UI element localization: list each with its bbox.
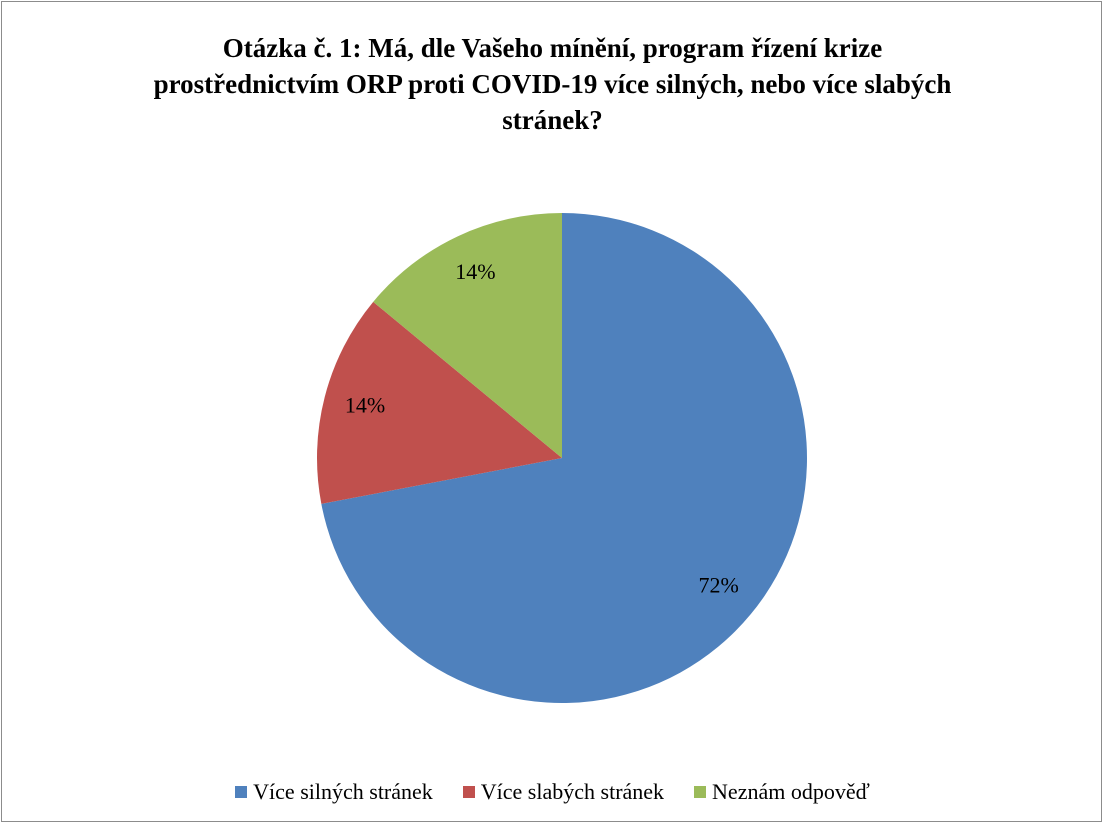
legend-item: Více silných stránek <box>235 779 433 805</box>
data-label: 14% <box>455 259 495 284</box>
legend-label: Neznám odpověď <box>712 779 870 804</box>
legend-swatch <box>235 786 248 798</box>
legend-item: Více slabých stránek <box>462 779 665 805</box>
pie-slice <box>317 301 562 504</box>
legend: Více silných stránek Více slabých stránek… <box>0 779 1105 805</box>
legend-item: Neznám odpověď <box>694 779 870 805</box>
chart-title: Otázka č. 1: Má, dle Vašeho mínění, prog… <box>153 33 952 135</box>
legend-swatch <box>462 786 475 798</box>
legend-label: Více slabých stránek <box>480 779 665 804</box>
data-label: 14% <box>345 392 385 417</box>
pie-slice <box>373 212 562 458</box>
pie-slice <box>321 213 808 703</box>
data-label: 72% <box>699 573 739 598</box>
legend-swatch <box>694 786 707 798</box>
legend-label: Více silných stránek <box>253 779 433 804</box>
